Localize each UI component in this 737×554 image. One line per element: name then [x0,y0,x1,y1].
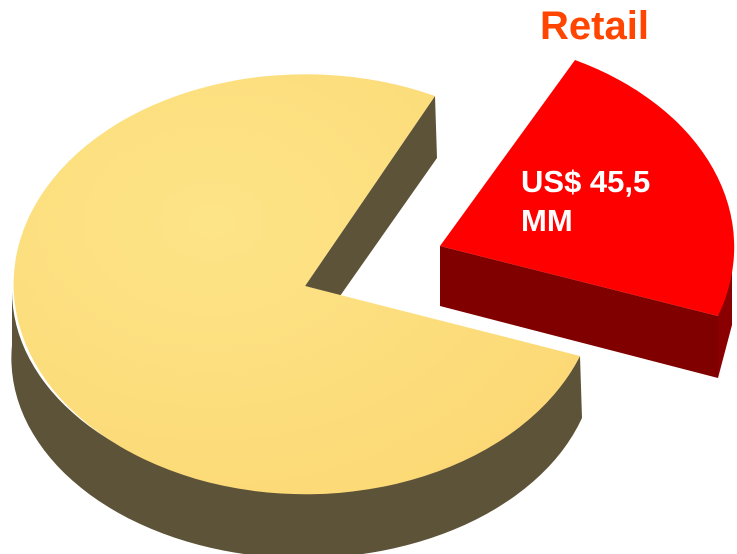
pie-slice-retail [440,60,735,316]
pie-slice-main [13,74,581,495]
pie-slice-main-side [11,290,582,554]
pie-slice-retail-side [440,246,718,378]
slice-label-retail: Retail [540,4,649,48]
pie-slice-main-inner-side [305,96,437,296]
slice-value-label-retail: US$ 45,5 MM [521,164,651,238]
pie-slice-retail-outer-side [718,262,732,378]
